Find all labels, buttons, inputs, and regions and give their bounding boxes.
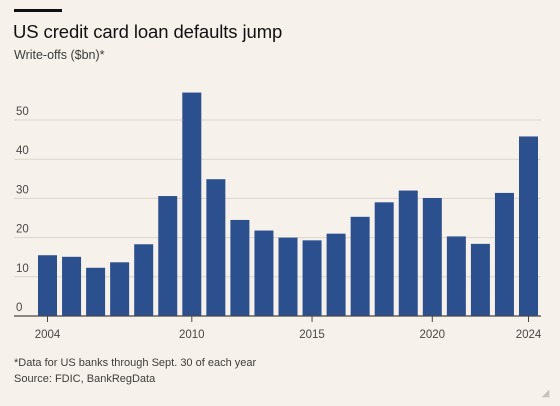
x-tick-label: 2015 (299, 329, 325, 341)
bar-2005 (62, 256, 82, 316)
bar-2018 (374, 202, 394, 316)
y-tick-label: 20 (16, 224, 29, 236)
bar-2015 (302, 240, 322, 316)
bar-2004 (38, 255, 57, 316)
bar-2009 (158, 196, 178, 316)
footnote: *Data for US banks through Sept. 30 of e… (14, 357, 257, 369)
x-tick-label: 2010 (179, 329, 205, 341)
bar-2011 (206, 179, 226, 316)
bar-2023 (494, 192, 514, 316)
chart-subtitle: Write-offs ($bn)* (14, 48, 105, 62)
bar-2021 (446, 236, 466, 316)
axes: 0 10 20 30 40 50 2004 2010 2015 2020 2024 (14, 106, 542, 341)
bar-2019 (398, 190, 418, 316)
x-tick-label: 2020 (420, 329, 446, 341)
bar-2016 (326, 233, 346, 316)
chart-title: US credit card loan defaults jump (13, 21, 283, 42)
bar-2007 (110, 262, 130, 316)
bar-2010 (182, 92, 202, 316)
bars (38, 92, 538, 316)
y-tick-label: 50 (16, 106, 29, 118)
bar-2012 (230, 219, 250, 316)
bar-2008 (134, 244, 154, 316)
bar-2014 (278, 237, 298, 316)
y-tick-label: 0 (16, 302, 22, 314)
bar-2006 (86, 267, 106, 316)
bar-2020 (422, 198, 442, 316)
corner-mark-icon: ◢ (541, 388, 550, 399)
y-tick-label: 40 (16, 145, 29, 157)
source-note: Source: FDIC, BankRegData (14, 373, 156, 385)
bar-2024 (519, 136, 538, 316)
bar-2013 (254, 230, 274, 316)
y-tick-label: 30 (16, 184, 29, 196)
header-rule (14, 9, 62, 12)
bar-2017 (350, 216, 370, 316)
x-tick-label: 2024 (516, 329, 542, 341)
y-tick-label: 10 (16, 263, 29, 275)
x-tick-label: 2004 (35, 329, 61, 341)
bar-2022 (470, 243, 490, 316)
